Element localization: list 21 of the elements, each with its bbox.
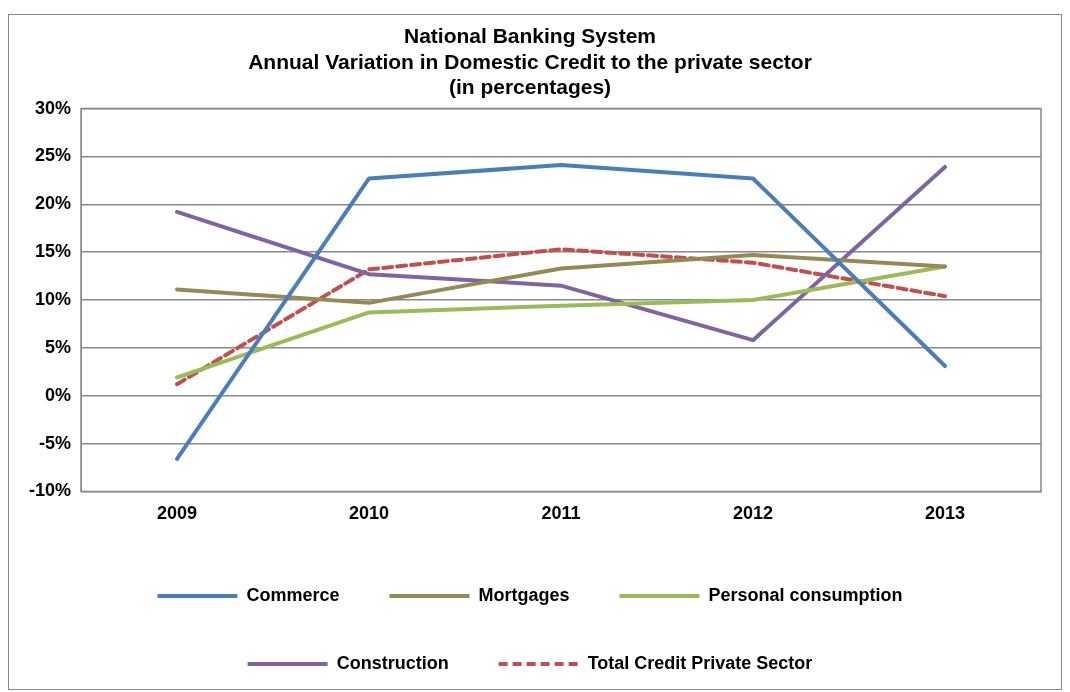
legend-label: Mortgages [478, 584, 570, 605]
y-tick-label: 30% [34, 97, 72, 118]
y-tick-label: 0% [45, 384, 72, 405]
legend-label: Construction [336, 652, 449, 673]
legend-label: Total Credit Private Sector [587, 652, 813, 673]
legend-label: Commerce [246, 584, 340, 605]
x-tick-label: 2011 [541, 503, 581, 524]
legend-label: Personal consumption [708, 584, 903, 605]
y-tick-label: 20% [34, 193, 72, 214]
line-series [175, 247, 947, 387]
x-tick-label: 2010 [348, 503, 390, 524]
y-tick-label: -5% [39, 432, 72, 453]
x-tick-label: 2013 [924, 503, 966, 524]
y-tick-label: 10% [34, 288, 72, 309]
y-tick-label: 15% [34, 241, 72, 262]
y-tick-label: -10% [28, 480, 72, 501]
chart-title: National Banking System Annual Variation in Domestic Credit to the private sector (in percentages) [248, 24, 812, 98]
x-tick-label: 2009 [157, 503, 198, 524]
y-tick-label: 5% [45, 336, 72, 357]
y-tick-label: 25% [34, 145, 72, 166]
x-tick-label: 2012 [732, 503, 774, 524]
